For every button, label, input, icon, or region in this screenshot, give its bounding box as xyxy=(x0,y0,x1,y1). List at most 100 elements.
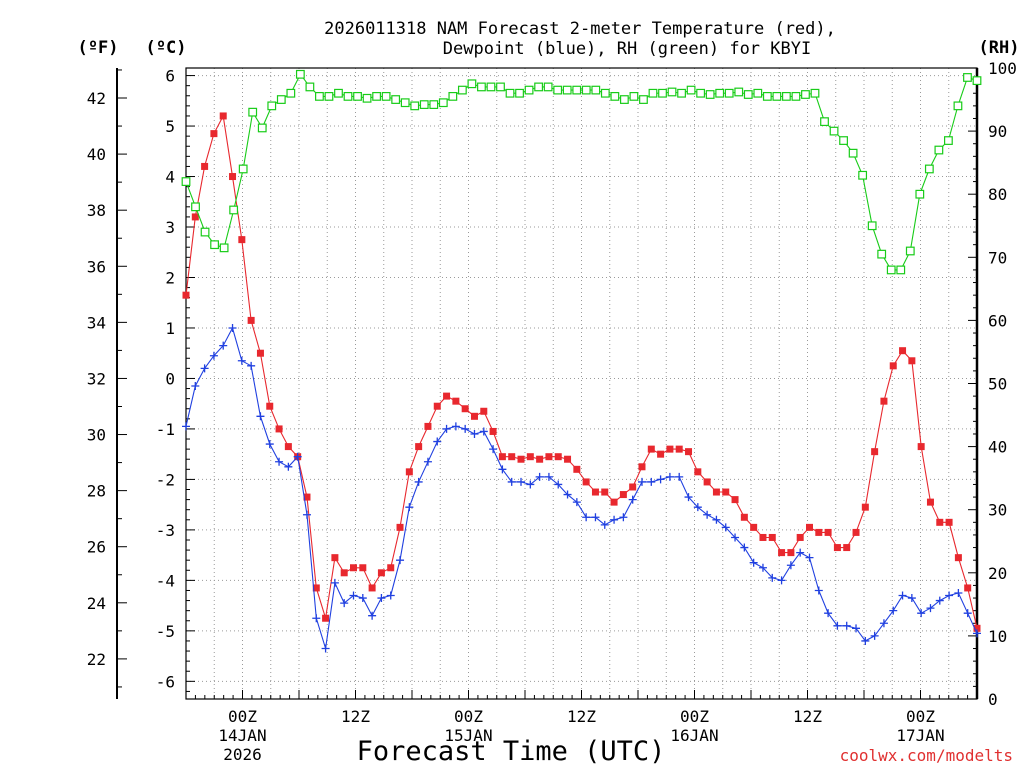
data-point xyxy=(907,594,916,603)
data-point xyxy=(814,586,823,595)
fahrenheit-tick-label: 38 xyxy=(87,201,106,220)
data-point xyxy=(508,453,516,461)
data-point xyxy=(703,510,712,519)
celsius-tick-label: 6 xyxy=(165,67,175,86)
data-point xyxy=(377,569,385,577)
data-point xyxy=(295,69,305,79)
data-point xyxy=(715,88,725,98)
data-point xyxy=(191,202,200,212)
data-point xyxy=(543,82,553,92)
data-point xyxy=(905,246,915,256)
data-point xyxy=(423,457,432,466)
data-point xyxy=(861,636,870,645)
data-point xyxy=(293,452,302,461)
data-point xyxy=(953,101,963,111)
data-point xyxy=(675,445,683,453)
data-point xyxy=(305,82,315,92)
data-point xyxy=(350,564,358,572)
data-point xyxy=(945,591,954,600)
fahrenheit-tick-label: 32 xyxy=(87,369,106,388)
data-point xyxy=(526,480,535,489)
data-point xyxy=(917,443,925,451)
data-point xyxy=(451,422,460,431)
data-point xyxy=(600,88,610,98)
rh-tick-label: 0 xyxy=(988,690,998,709)
data-point xyxy=(517,455,525,463)
data-point xyxy=(496,82,505,92)
data-point xyxy=(517,477,526,486)
data-point xyxy=(972,76,982,86)
data-point xyxy=(712,515,721,524)
data-point xyxy=(879,619,888,628)
data-point xyxy=(926,498,934,506)
celsius-tick-label: 3 xyxy=(165,218,175,237)
fahrenheit-tick-label: 24 xyxy=(87,594,106,613)
data-point xyxy=(772,91,782,101)
data-point xyxy=(324,91,334,101)
data-point xyxy=(762,91,772,101)
data-point xyxy=(563,490,572,499)
data-point xyxy=(210,240,219,250)
data-point xyxy=(479,427,488,436)
data-point xyxy=(781,91,791,101)
data-point xyxy=(429,100,439,109)
series-2 xyxy=(181,69,982,275)
data-point xyxy=(858,170,868,180)
data-point xyxy=(842,621,851,630)
data-point xyxy=(731,496,739,504)
data-point xyxy=(899,347,907,355)
data-point xyxy=(284,462,293,471)
data-point xyxy=(731,533,740,542)
data-point xyxy=(601,488,609,496)
data-point xyxy=(276,95,286,104)
data-point xyxy=(833,544,841,552)
data-point xyxy=(353,91,362,101)
data-point xyxy=(247,316,255,324)
data-point xyxy=(284,443,292,451)
data-point xyxy=(209,351,218,360)
data-point xyxy=(935,596,944,605)
fahrenheit-unit-label: (ºF) xyxy=(78,38,119,58)
data-point xyxy=(628,495,637,504)
rh-tick-label: 90 xyxy=(988,122,1007,141)
data-point xyxy=(656,475,665,484)
data-point xyxy=(768,573,777,582)
data-point xyxy=(467,79,477,89)
data-point xyxy=(331,554,339,562)
data-point xyxy=(810,88,820,98)
data-point xyxy=(898,591,907,600)
data-point xyxy=(448,91,458,101)
data-point xyxy=(647,445,655,453)
data-point xyxy=(572,85,582,95)
data-point xyxy=(286,88,296,98)
data-point xyxy=(477,82,486,92)
data-point xyxy=(600,520,609,529)
data-point xyxy=(372,91,382,101)
data-point xyxy=(534,82,544,92)
data-point xyxy=(368,611,377,620)
data-point xyxy=(768,533,776,541)
data-point xyxy=(684,493,693,502)
data-point xyxy=(248,107,258,117)
celsius-tick-label: 4 xyxy=(165,168,175,187)
data-point xyxy=(870,631,879,640)
data-point xyxy=(219,341,228,350)
data-point xyxy=(554,453,562,461)
data-point xyxy=(880,397,888,405)
data-point xyxy=(648,88,658,98)
x-tick-label: 00Z xyxy=(906,707,935,726)
data-point xyxy=(685,448,693,456)
data-point xyxy=(759,533,767,541)
data-point xyxy=(524,85,534,95)
data-point xyxy=(515,88,524,98)
data-point xyxy=(182,291,190,299)
data-point xyxy=(973,624,981,632)
data-point xyxy=(358,594,367,603)
celsius-tick-label: -1 xyxy=(156,420,175,439)
data-point xyxy=(647,477,656,486)
data-point xyxy=(526,453,534,461)
fahrenheit-tick-label: 42 xyxy=(87,89,106,108)
data-point xyxy=(619,95,629,104)
data-point xyxy=(934,145,944,155)
data-point xyxy=(871,448,879,456)
